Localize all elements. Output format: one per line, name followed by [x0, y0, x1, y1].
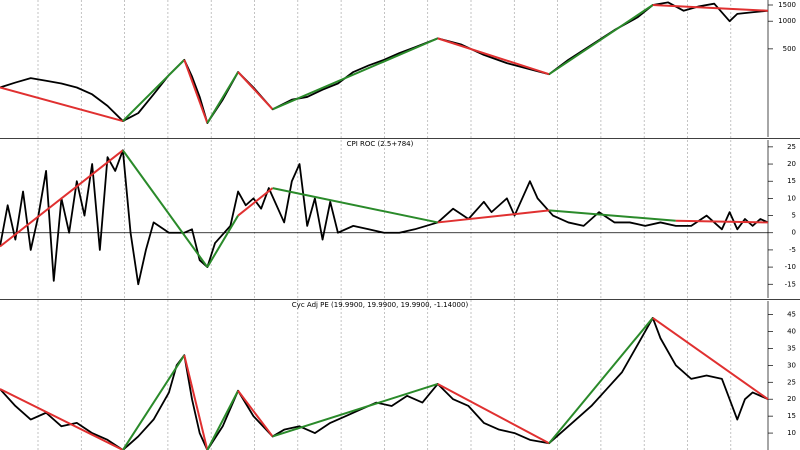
panel-title: Cyc Adj PE (19.9900, 19.9900, 19.9900, -… [292, 301, 469, 309]
y-tick-label: 500 [783, 45, 796, 53]
trend-line [652, 317, 769, 401]
y-tick-label: 25 [787, 378, 796, 386]
trend-line [652, 3, 769, 12]
y-tick-label: 25 [787, 143, 796, 151]
y-tick-label: -10 [785, 263, 796, 271]
data-line [0, 149, 769, 286]
trend-line [122, 59, 186, 122]
trend-line [548, 4, 654, 76]
trend-line [675, 219, 769, 224]
trend-line [272, 37, 439, 111]
trend-line [237, 390, 274, 438]
data-line [0, 1, 769, 124]
trend-line [437, 209, 550, 224]
trend-line [549, 209, 676, 222]
y-tick-label: 10 [787, 429, 796, 437]
y-tick-label: -5 [789, 246, 796, 254]
y-tick-label: 30 [787, 361, 796, 369]
trend-line [548, 317, 654, 444]
trend-line [237, 71, 274, 111]
trend-line [0, 149, 124, 248]
y-tick-label: 10 [787, 194, 796, 202]
trend-line [122, 354, 186, 450]
y-tick-label: -15 [785, 280, 796, 288]
trend-line [437, 383, 550, 445]
trend-line [206, 71, 239, 124]
y-tick-label: 5 [792, 212, 796, 220]
y-tick-label: 0 [792, 229, 796, 237]
trend-line [122, 149, 209, 268]
trend-line [206, 390, 239, 450]
trend-line [237, 187, 274, 217]
y-tick-label: 1000 [778, 17, 796, 25]
trend-line [206, 215, 239, 268]
y-tick-label: 20 [787, 160, 796, 168]
trend-line [0, 86, 124, 123]
y-tick-label: 35 [787, 344, 796, 352]
panel-title: CPI ROC (2.5+784) [347, 140, 414, 148]
trend-line [183, 354, 209, 450]
trend-line [437, 37, 550, 76]
trend-line [272, 187, 438, 224]
data-line [0, 317, 769, 450]
y-tick-label: 15 [787, 177, 796, 185]
y-tick-label: 45 [787, 311, 796, 319]
y-tick-label: 1500 [778, 1, 796, 9]
y-tick-label: 20 [787, 395, 796, 403]
trend-line [272, 383, 439, 438]
trend-line [183, 59, 209, 124]
trend-line [0, 388, 124, 450]
y-tick-label: 15 [787, 412, 796, 420]
y-tick-label: 40 [787, 327, 796, 335]
